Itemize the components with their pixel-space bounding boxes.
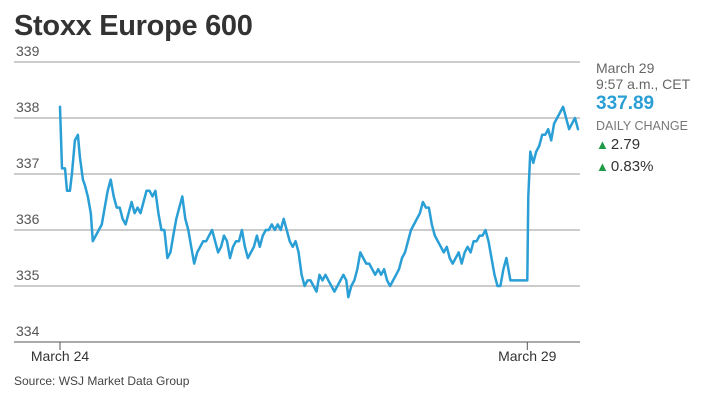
change-points: ▲ 2.79 (596, 135, 708, 155)
quote-price: 337.89 (596, 93, 655, 114)
y-axis-ticks: 334 335 336 337 338 339 (16, 43, 40, 339)
triangle-up-icon: ▲ (596, 137, 609, 152)
y-tick-label: 336 (16, 211, 40, 227)
change-percent-value: 0.83% (610, 158, 654, 175)
y-tick-label: 334 (16, 323, 40, 339)
triangle-up-icon: ▲ (596, 159, 609, 174)
y-tick-label: 338 (16, 99, 40, 115)
price-series-line (58, 105, 580, 299)
daily-change-label: DAILY CHANGE (596, 119, 688, 133)
y-tick-label: 335 (16, 267, 40, 283)
quote-time: 9:57 a.m., CET (596, 76, 691, 92)
x-tick-label: March 24 (31, 348, 90, 364)
x-tick-label: March 29 (498, 348, 557, 364)
change-percent: ▲ 0.83% (596, 157, 708, 177)
grid-lines (14, 61, 580, 343)
chart-title: Stoxx Europe 600 (14, 10, 253, 42)
change-points-value: 2.79 (610, 136, 641, 153)
y-tick-label: 339 (16, 43, 40, 59)
quote-date: March 29 (596, 60, 655, 76)
quote-panel: March 29 9:57 a.m., CET 337.89 DAILY CHA… (596, 60, 708, 177)
source-note: Source: WSJ Market Data Group (14, 374, 190, 388)
y-tick-label: 337 (16, 155, 40, 171)
x-axis-ticks: March 24 March 29 (31, 342, 557, 364)
